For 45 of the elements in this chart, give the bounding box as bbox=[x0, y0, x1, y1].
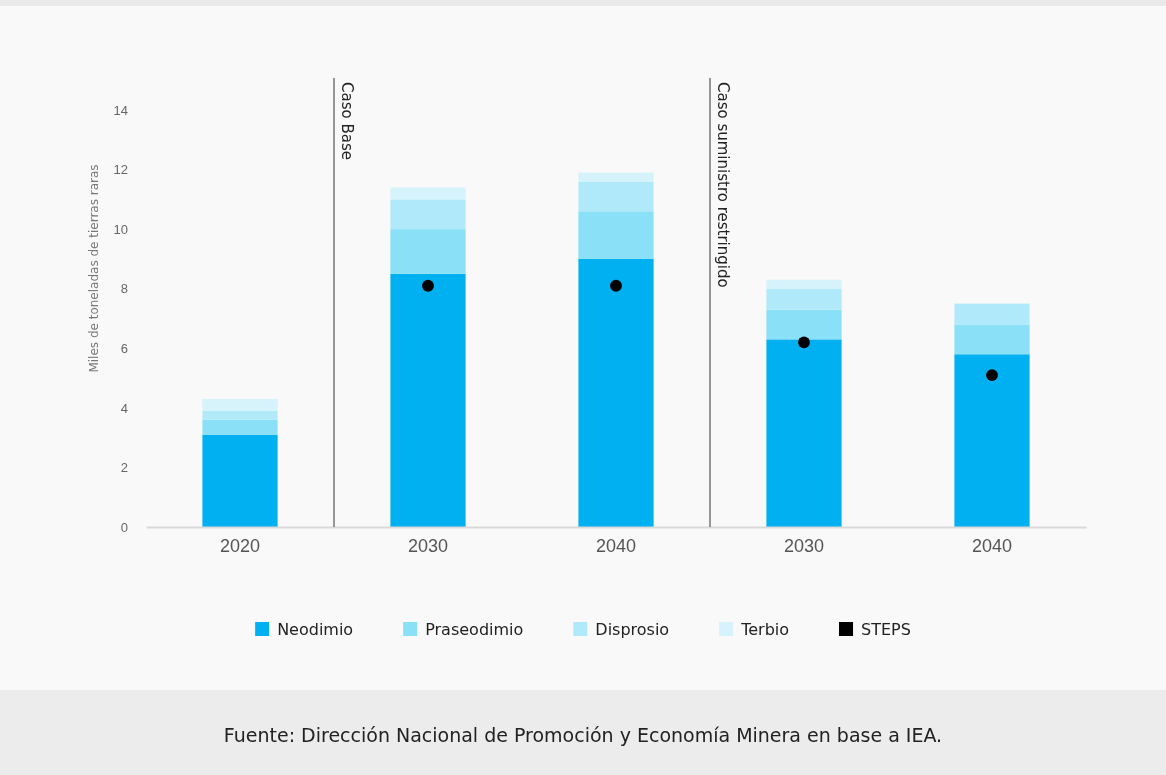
y-tick-label: 10 bbox=[113, 221, 128, 237]
x-tick-label: 2040 bbox=[971, 535, 1013, 556]
bar bbox=[766, 339, 842, 527]
point bbox=[798, 336, 810, 349]
bar bbox=[390, 273, 466, 527]
annotation: Caso suministro restringido bbox=[714, 82, 732, 288]
bar bbox=[390, 229, 466, 274]
legend-label: Terbio bbox=[740, 620, 790, 639]
bar bbox=[954, 303, 1030, 325]
bar bbox=[202, 410, 278, 420]
point bbox=[422, 279, 434, 292]
bar bbox=[390, 199, 466, 230]
point bbox=[986, 369, 998, 381]
x-tick-label: 2030 bbox=[783, 535, 825, 556]
y-tick-label: 0 bbox=[120, 519, 128, 535]
bar bbox=[578, 258, 654, 527]
legend-label: STEPS bbox=[861, 620, 911, 639]
bar bbox=[766, 309, 842, 340]
legend-label: Disprosio bbox=[595, 620, 670, 639]
bar bbox=[954, 354, 1030, 527]
bar bbox=[202, 434, 278, 527]
bar bbox=[578, 211, 654, 259]
x-tick-label: 2030 bbox=[407, 535, 449, 556]
bar bbox=[766, 288, 842, 310]
y-tick-label: 8 bbox=[120, 281, 128, 297]
y-tick-label: 14 bbox=[113, 102, 128, 118]
bar bbox=[390, 187, 466, 200]
y-tick-label: 4 bbox=[120, 400, 128, 416]
source-note: Fuente: Dirección Nacional de Promoción y Economía Minera en base a IEA. bbox=[223, 724, 943, 746]
legend-label: Praseodimio bbox=[425, 620, 524, 639]
bar bbox=[202, 419, 278, 435]
annotation: Caso Base bbox=[338, 82, 356, 160]
x-tick-label: 2020 bbox=[219, 535, 261, 556]
bar bbox=[954, 324, 1030, 355]
bar bbox=[766, 279, 842, 289]
point bbox=[610, 279, 622, 292]
bar bbox=[202, 398, 278, 411]
legend-label: Neodimio bbox=[277, 620, 354, 639]
x-tick-label: 2040 bbox=[595, 535, 637, 556]
bar bbox=[578, 181, 654, 212]
y-tick-label: 6 bbox=[120, 340, 128, 356]
bar bbox=[578, 172, 654, 182]
y-axis-title: Miles de toneladas de tierras raras bbox=[87, 164, 101, 373]
y-tick-label: 12 bbox=[113, 162, 128, 178]
y-tick-label: 2 bbox=[120, 460, 128, 476]
